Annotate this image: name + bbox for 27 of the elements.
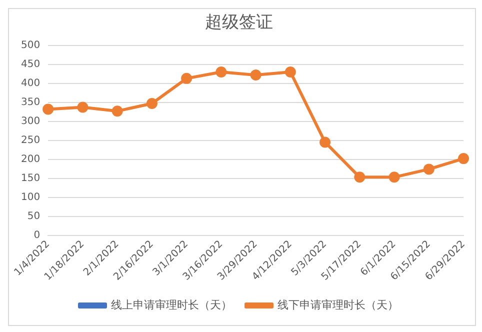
point [423,164,434,175]
y-tick-label: 400 [20,78,40,89]
y-tick-label: 500 [20,40,40,51]
legend-label: 线上申请审理时长（天） [111,298,232,312]
point [42,104,54,115]
point [284,66,296,78]
y-tick-label: 300 [20,116,40,127]
point [77,102,88,113]
y-tick-label: 150 [20,172,40,184]
point [146,98,158,109]
point [388,172,400,183]
point [216,66,227,78]
legend-label: 线下申请审理时长（天） [278,298,398,312]
point [112,106,123,117]
y-tick-label: 450 [20,58,40,70]
y-tick-label: 0 [34,230,40,241]
point [250,70,262,81]
y-tick-label: 200 [20,154,40,165]
point [320,136,331,148]
point [181,72,192,84]
chart-title: 超级签证 [205,12,273,33]
y-tick-label: 350 [20,96,40,108]
point [354,172,366,183]
y-tick-label: 100 [20,192,40,203]
point [458,153,470,164]
y-tick-label: 50 [27,210,40,222]
y-tick-label: 250 [20,134,40,146]
